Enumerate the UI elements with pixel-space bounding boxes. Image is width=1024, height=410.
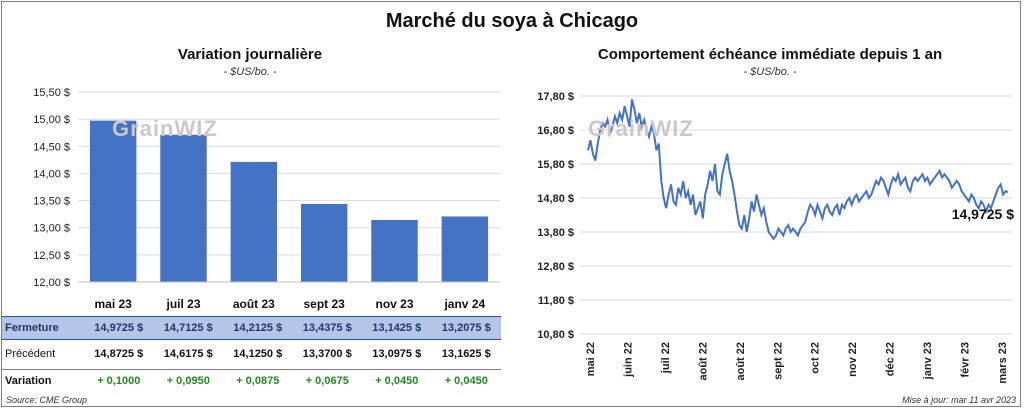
left-chart-title: Variation journalière (177, 46, 323, 63)
x-tick-label: juil 22 (660, 342, 672, 374)
table-cell: 14,9725 $ (94, 322, 144, 334)
page-title: Marché du soya à Chicago (385, 10, 639, 32)
bar (441, 216, 489, 282)
update-note: Mise à jour: mar 11 avr 2023 (902, 395, 1016, 405)
x-tick-label: janv 24 (443, 297, 485, 311)
table-cell: 13,1425 $ (372, 322, 422, 334)
bar (89, 120, 137, 282)
y-tick-label: 15,50 $ (33, 87, 70, 99)
table-cell: + 0,1000 (97, 375, 141, 387)
table-cell: 14,7125 $ (163, 322, 213, 334)
table-cell: + 0,0675 (305, 375, 349, 387)
line-chart: 10,80 $ 11,80 $ 12,80 $ 13,80 $ 14,80 $ 15,80… (537, 91, 1014, 384)
y-tick-label: 14,80 $ (537, 193, 574, 205)
table-cell: 14,2125 $ (233, 322, 283, 334)
row-label: Fermeture (5, 322, 59, 334)
bar (300, 203, 348, 282)
x-tick-label: oct 22 (810, 342, 822, 374)
x-tick-label: août 23 (233, 297, 275, 311)
y-tick-label: 16,80 $ (537, 125, 574, 137)
y-tick-label: 15,80 $ (537, 159, 574, 171)
x-tick-label: sept 22 (772, 342, 784, 380)
table-cell: 14,1250 $ (233, 348, 283, 360)
table-cell: + 0,0875 (236, 375, 280, 387)
x-tick-label: mai 22 (585, 342, 597, 376)
x-tick-label: août 22 (697, 342, 709, 381)
y-tick-label: 17,80 $ (537, 91, 574, 103)
y-tick-label: 12,50 $ (33, 250, 70, 262)
table-cell: 13,1625 $ (441, 348, 491, 360)
table-row-variation: Variation + 0,1000 + 0,0950 + 0,0875 + 0… (2, 369, 501, 392)
row-label: Précédent (5, 348, 56, 360)
x-tick-label: août 22 (735, 342, 747, 381)
last-value-label: 14,9725 $ (952, 206, 1014, 222)
y-tick-label: 13,50 $ (33, 196, 70, 208)
x-tick-label: mars 23 (997, 342, 1009, 384)
y-tick-label: 10,80 $ (537, 329, 574, 341)
table-cell: 13,3700 $ (302, 348, 352, 360)
right-watermark: GrainWIZ (588, 116, 694, 141)
y-tick-label: 13,00 $ (33, 223, 70, 235)
x-tick-label: déc 22 (885, 342, 897, 376)
table-cell: + 0,0450 (375, 375, 419, 387)
table-cell: 14,8725 $ (94, 348, 144, 360)
y-tick-label: 14,00 $ (33, 168, 70, 180)
row-label: Variation (5, 375, 52, 387)
table-cell: + 0,0450 (444, 375, 488, 387)
x-tick-label: juil 23 (165, 297, 200, 311)
x-tick-label: mai 23 (94, 297, 132, 311)
y-tick-label: 11,80 $ (538, 295, 574, 307)
y-tick-label: 15,00 $ (33, 114, 70, 126)
table-cell: 13,4375 $ (302, 322, 352, 334)
bar (160, 134, 207, 282)
left-chart-unit: - $US/bo. - (223, 66, 277, 78)
series-line (587, 99, 1009, 241)
x-tick-label: nov 22 (847, 342, 859, 377)
right-chart-title: Comportement échéance immédiate depuis 1… (597, 46, 943, 63)
bar (230, 161, 278, 282)
x-tick-label: janv 23 (922, 342, 934, 380)
table-cell: 13,2075 $ (441, 322, 491, 334)
right-chart-unit: - $US/bo. - (743, 66, 797, 78)
y-tick-label: 14,50 $ (33, 141, 70, 153)
left-watermark: GrainWIZ (112, 116, 218, 141)
bar (371, 219, 418, 282)
x-tick-label: nov 23 (375, 297, 413, 311)
source-note: Source: CME Group (6, 395, 88, 405)
y-tick-label: 13,80 $ (537, 227, 574, 239)
x-tick-label: juin 22 (622, 342, 634, 378)
y-tick-label: 12,80 $ (537, 261, 574, 273)
x-tick-label: sept 23 (303, 297, 345, 311)
y-tick-label: 12,00 $ (33, 277, 70, 289)
x-tick-label: févr 23 (960, 342, 972, 377)
table-cell: + 0,0950 (166, 375, 210, 387)
table-cell: 13,0975 $ (372, 348, 422, 360)
table-row-close: Fermeture 14,9725 $ 14,7125 $ 14,2125 $ … (2, 316, 501, 340)
bar-chart: 12,00 $ 12,50 $ 13,00 $ 13,50 $ 14,00 $ 14,50… (33, 87, 500, 311)
table-row-previous: Précédent 14,8725 $ 14,6175 $ 14,1250 $ … (2, 343, 501, 365)
table-cell: 14,6175 $ (163, 348, 213, 360)
